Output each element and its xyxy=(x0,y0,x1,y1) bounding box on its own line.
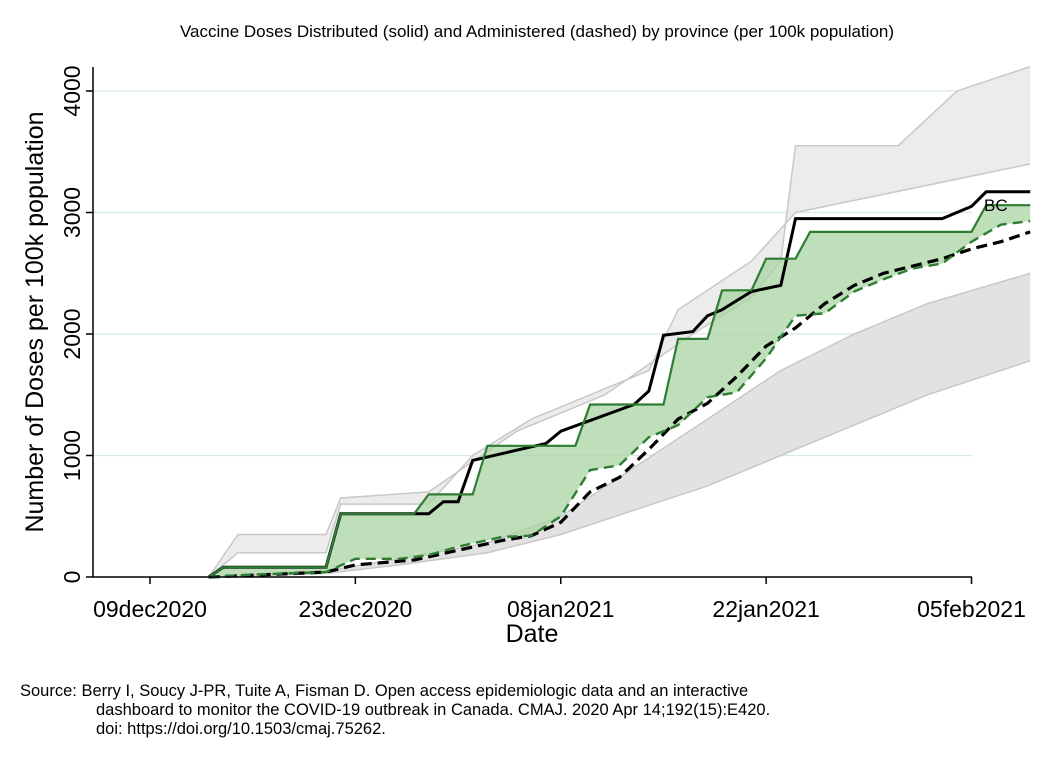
province-line xyxy=(223,272,1031,578)
y-tick-label: 2000 xyxy=(59,308,85,359)
bc-band xyxy=(208,205,1031,577)
source-line-2: dashboard to monitor the COVID-19 outbre… xyxy=(96,701,771,719)
province-line xyxy=(208,65,1031,578)
bc-administered-line xyxy=(208,219,1031,579)
source-note: Source: Berry I, Soucy J-PR, Tuite A, Fi… xyxy=(20,682,770,739)
x-axis-title: Date xyxy=(506,620,559,648)
y-tick-label: 0 xyxy=(59,571,85,584)
y-axis-title: Number of Doses per 100k population xyxy=(21,111,49,532)
x-tick-label: 08jan2021 xyxy=(507,596,614,622)
province-line xyxy=(208,163,1031,578)
highlight-series-label: BC xyxy=(984,196,1008,215)
source-line-3: doi: https://doi.org/10.1503/cmaj.75262. xyxy=(96,720,386,738)
x-tick-label: 22jan2021 xyxy=(712,596,819,622)
source-line-1: Source: Berry I, Soucy J-PR, Tuite A, Fi… xyxy=(20,682,749,700)
x-tick-label: 09dec2020 xyxy=(93,596,207,622)
province-line xyxy=(223,359,1031,578)
y-tick-label: 3000 xyxy=(59,187,85,238)
x-tick-label: 23dec2020 xyxy=(298,596,412,622)
province-background xyxy=(208,65,1031,578)
chart-title: Vaccine Doses Distributed (solid) and Ad… xyxy=(180,22,894,41)
bc-distributed-line xyxy=(208,204,1031,578)
y-tick-label: 1000 xyxy=(59,430,85,481)
province-administered-band xyxy=(223,273,1031,577)
y-tick-label: 4000 xyxy=(59,65,85,116)
canada-administered-line xyxy=(208,230,1031,579)
axes: 0 1000 2000 3000 4000 09dec2020 23dec2020 08jan… xyxy=(59,65,1026,622)
province-band xyxy=(208,66,1031,577)
highlight-series xyxy=(207,190,1031,579)
x-tick-label: 05feb2021 xyxy=(917,596,1026,622)
